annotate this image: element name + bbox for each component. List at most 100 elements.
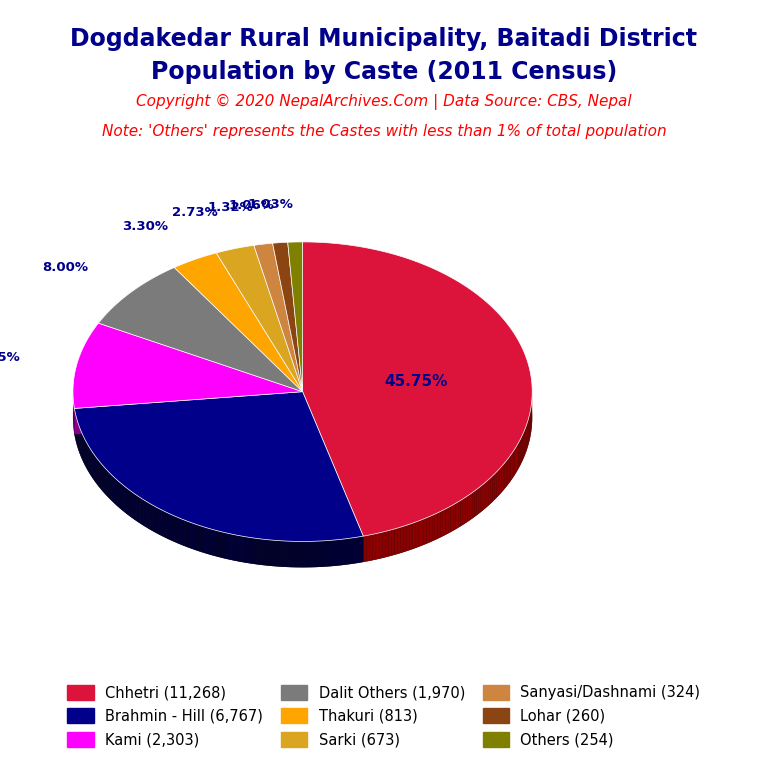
Polygon shape [137, 495, 138, 522]
Polygon shape [187, 521, 188, 548]
Polygon shape [386, 531, 389, 558]
Polygon shape [392, 529, 395, 556]
Polygon shape [516, 445, 517, 473]
Polygon shape [286, 541, 288, 567]
Polygon shape [108, 472, 110, 498]
Polygon shape [465, 496, 468, 523]
Polygon shape [211, 529, 213, 555]
Polygon shape [105, 468, 106, 495]
Polygon shape [224, 532, 226, 559]
Polygon shape [361, 536, 363, 562]
Polygon shape [245, 537, 247, 563]
Polygon shape [263, 539, 264, 565]
Polygon shape [74, 392, 303, 435]
Polygon shape [349, 538, 352, 564]
Polygon shape [308, 541, 310, 568]
Text: 1.32%: 1.32% [207, 200, 253, 214]
Polygon shape [432, 514, 435, 541]
Polygon shape [409, 523, 412, 550]
Polygon shape [152, 505, 154, 531]
Polygon shape [98, 460, 99, 488]
Polygon shape [173, 515, 174, 542]
Polygon shape [264, 539, 266, 565]
Polygon shape [232, 534, 233, 561]
Polygon shape [95, 455, 96, 483]
Polygon shape [356, 537, 357, 564]
Polygon shape [144, 500, 145, 527]
Polygon shape [94, 455, 95, 482]
Polygon shape [283, 541, 284, 567]
Polygon shape [118, 482, 120, 508]
Polygon shape [101, 464, 102, 491]
Polygon shape [237, 535, 240, 561]
Polygon shape [326, 541, 328, 567]
Polygon shape [115, 478, 116, 505]
Polygon shape [322, 541, 324, 567]
Polygon shape [158, 508, 160, 535]
Polygon shape [99, 462, 101, 488]
Polygon shape [121, 483, 122, 510]
Polygon shape [424, 518, 427, 545]
Polygon shape [111, 475, 113, 502]
Polygon shape [372, 534, 376, 560]
Polygon shape [330, 540, 332, 566]
Polygon shape [240, 535, 241, 562]
Polygon shape [470, 493, 472, 520]
Polygon shape [303, 541, 304, 568]
Polygon shape [342, 539, 344, 565]
Polygon shape [103, 466, 104, 493]
Polygon shape [194, 524, 195, 550]
Polygon shape [448, 506, 451, 534]
Polygon shape [522, 433, 524, 461]
Polygon shape [253, 538, 255, 564]
Polygon shape [120, 482, 121, 509]
Polygon shape [165, 511, 167, 538]
Polygon shape [97, 458, 98, 485]
Polygon shape [485, 481, 487, 508]
Polygon shape [126, 488, 127, 515]
Polygon shape [359, 537, 361, 563]
Polygon shape [515, 447, 516, 475]
Polygon shape [145, 501, 147, 528]
Polygon shape [348, 538, 349, 564]
Text: Note: 'Others' represents the Castes with less than 1% of total population: Note: 'Others' represents the Castes wit… [101, 124, 667, 140]
Polygon shape [438, 511, 440, 539]
Polygon shape [344, 539, 346, 565]
Polygon shape [445, 508, 448, 535]
Polygon shape [352, 538, 353, 564]
Polygon shape [303, 242, 532, 536]
Polygon shape [382, 531, 386, 558]
Polygon shape [200, 526, 202, 552]
Polygon shape [243, 536, 245, 563]
Polygon shape [505, 461, 506, 488]
Polygon shape [517, 443, 518, 471]
Polygon shape [199, 525, 200, 551]
Polygon shape [463, 498, 465, 525]
Polygon shape [324, 541, 326, 567]
Polygon shape [336, 540, 338, 566]
Polygon shape [142, 499, 144, 525]
Polygon shape [206, 528, 207, 554]
Polygon shape [525, 426, 526, 455]
Polygon shape [369, 535, 372, 561]
Polygon shape [247, 537, 249, 563]
Polygon shape [415, 521, 418, 548]
Polygon shape [440, 510, 443, 538]
Polygon shape [468, 495, 470, 521]
Polygon shape [429, 515, 432, 542]
Polygon shape [508, 457, 509, 485]
Polygon shape [139, 497, 141, 524]
Polygon shape [124, 486, 126, 513]
Polygon shape [202, 526, 204, 553]
Text: 9.35%: 9.35% [0, 351, 20, 364]
Polygon shape [260, 539, 263, 565]
Polygon shape [376, 533, 379, 560]
Polygon shape [236, 535, 237, 561]
Polygon shape [366, 535, 369, 561]
Polygon shape [161, 510, 164, 537]
Polygon shape [184, 520, 187, 547]
Polygon shape [288, 242, 303, 392]
Polygon shape [340, 539, 342, 565]
Polygon shape [294, 541, 296, 568]
Polygon shape [170, 514, 171, 541]
